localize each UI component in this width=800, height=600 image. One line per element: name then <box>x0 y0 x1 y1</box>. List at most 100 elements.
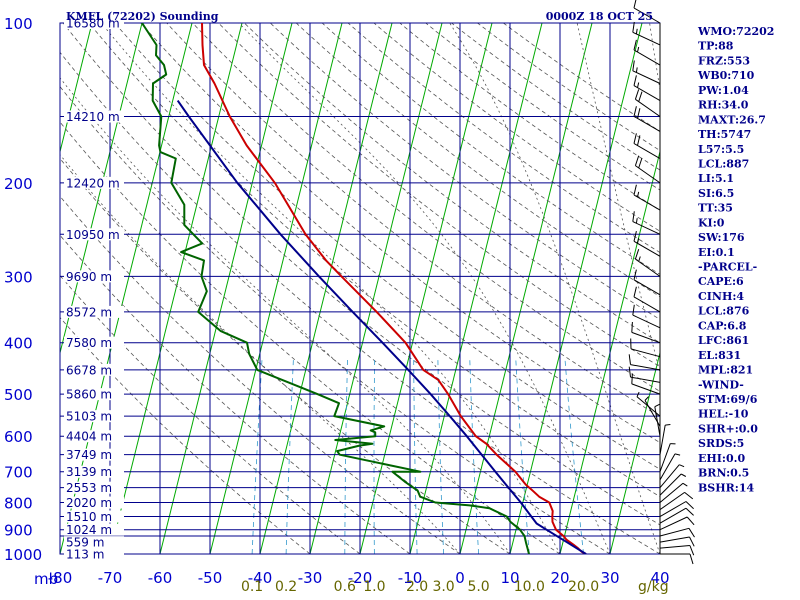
height-label-bg <box>64 496 124 509</box>
pressure-axis-labels: 100 200 300 400 500 600 700 800 900 1000 <box>4 15 42 564</box>
height-label-bg <box>64 510 124 523</box>
height-label: 2553 m <box>66 481 112 495</box>
wind-barb <box>659 443 676 472</box>
pressure-tick-label: 300 <box>4 268 33 286</box>
index-entry: L57:5.5 <box>698 143 744 156</box>
index-entry: CAP:6.8 <box>698 319 747 332</box>
height-label: 7580 m <box>66 336 112 350</box>
temperature-tick-label: -10 <box>398 569 423 587</box>
index-entry: -PARCEL- <box>698 261 757 274</box>
wind-barb <box>659 507 694 524</box>
height-label-bg <box>64 465 124 478</box>
dry-adiabat-line <box>62 23 660 526</box>
temperature-tick-label: -80 <box>48 569 73 587</box>
index-entry: SRDS:5 <box>698 437 744 450</box>
wind-barb <box>659 516 695 531</box>
index-entry: LCL:887 <box>698 157 749 170</box>
height-label-bg <box>64 17 124 29</box>
wind-barb <box>659 491 694 511</box>
mixing-ratio-line <box>469 359 479 554</box>
wind-barb <box>633 0 661 24</box>
wind-barb <box>633 133 661 159</box>
height-label: 3749 m <box>66 448 112 462</box>
height-label: 3139 m <box>66 465 112 479</box>
height-label: 1024 m <box>66 523 112 537</box>
wind-barb <box>659 464 685 488</box>
wind-barb <box>628 366 661 383</box>
wind-barb <box>631 321 661 344</box>
index-entry: MPL:821 <box>698 364 753 377</box>
height-label-bg <box>64 481 124 494</box>
isotherm-line <box>459 23 593 554</box>
index-entry: SW:176 <box>698 231 745 244</box>
mixing-ratio-label: 2.0 <box>406 579 428 595</box>
height-label: 5860 m <box>66 388 112 402</box>
mixing-ratio-line <box>285 359 294 554</box>
isotherm-line <box>109 23 243 554</box>
wind-barb <box>659 482 688 503</box>
height-label: 2020 m <box>66 496 112 510</box>
height-label: 5103 m <box>66 410 112 424</box>
index-entry: TP:88 <box>698 40 734 53</box>
height-label-bg <box>64 536 124 549</box>
index-entry: MAXT:26.7 <box>698 113 766 126</box>
height-label: 12420 m <box>66 176 120 190</box>
height-label-bg <box>64 523 124 536</box>
height-label: 16580 m <box>66 17 120 31</box>
height-label-bg <box>64 305 124 318</box>
wind-barb <box>632 21 661 46</box>
isotherm-lines <box>60 23 660 554</box>
height-label: 1510 m <box>66 510 112 524</box>
pressure-tick-label: 500 <box>4 386 33 404</box>
height-label: 113 m <box>66 548 104 562</box>
index-entry: WMO:72202 <box>697 25 774 38</box>
height-label: 9690 m <box>66 270 112 284</box>
isotherm-line <box>559 149 660 554</box>
dry-adiabat-line <box>166 23 660 418</box>
mixing-ratio-line <box>515 359 530 554</box>
index-entry: EI:0.1 <box>698 246 735 259</box>
wind-barb <box>659 545 695 556</box>
wind-barb <box>633 75 661 102</box>
mixing-ratio-label: 5.0 <box>467 579 489 595</box>
height-label-bg <box>64 110 124 123</box>
profile-dewpoint <box>141 23 530 554</box>
dry-adiabat-line <box>60 121 561 554</box>
pressure-tick-label: 1000 <box>4 546 42 564</box>
pressure-tick-label: 700 <box>4 464 33 482</box>
dry-adiabat-line <box>114 23 660 470</box>
height-label-bg <box>64 228 124 241</box>
wind-barb <box>633 184 661 211</box>
index-entry: WB0:710 <box>697 69 755 82</box>
wind-barb <box>632 304 661 329</box>
mixing-ratio-label: 20.0 <box>568 579 599 595</box>
mixing-ratio-label: 0.1 <box>241 579 263 595</box>
moist-adiabat-line <box>60 154 461 554</box>
wind-barb <box>632 211 661 235</box>
temperature-tick-label: 10 <box>500 569 519 587</box>
mixing-ratio-line <box>564 359 584 554</box>
height-label: 6678 m <box>66 363 112 377</box>
dry-adiabat-line <box>218 23 660 368</box>
isotherm-line <box>409 23 543 554</box>
isotherm-line <box>509 23 643 554</box>
index-entry: BSHR:14 <box>698 481 754 494</box>
mixing-ratio-label: 0.6 <box>334 579 356 595</box>
mixing-ratio-label: 3.0 <box>432 579 454 595</box>
dry-adiabat-line <box>451 23 660 171</box>
wind-barb <box>628 354 661 371</box>
wind-barb <box>633 230 661 257</box>
profile-temperature <box>201 23 587 554</box>
profile-parcel <box>176 100 587 554</box>
isotherm-line <box>209 23 343 554</box>
wind-barb <box>634 89 661 117</box>
dry-adiabat-line <box>295 23 660 298</box>
temperature-tick-label: -70 <box>98 569 123 587</box>
temperature-tick-label: -30 <box>298 569 323 587</box>
index-entry: BRN:0.5 <box>698 467 749 480</box>
index-entry: EL:831 <box>698 349 741 362</box>
isotherm-line <box>159 23 293 554</box>
mixing-ratio-line <box>373 359 375 554</box>
height-label: 8572 m <box>66 305 112 319</box>
